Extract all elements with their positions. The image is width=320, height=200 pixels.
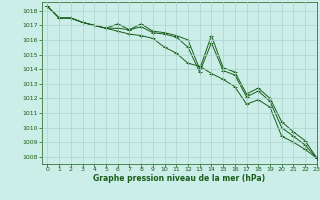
X-axis label: Graphe pression niveau de la mer (hPa): Graphe pression niveau de la mer (hPa) [93, 174, 265, 183]
